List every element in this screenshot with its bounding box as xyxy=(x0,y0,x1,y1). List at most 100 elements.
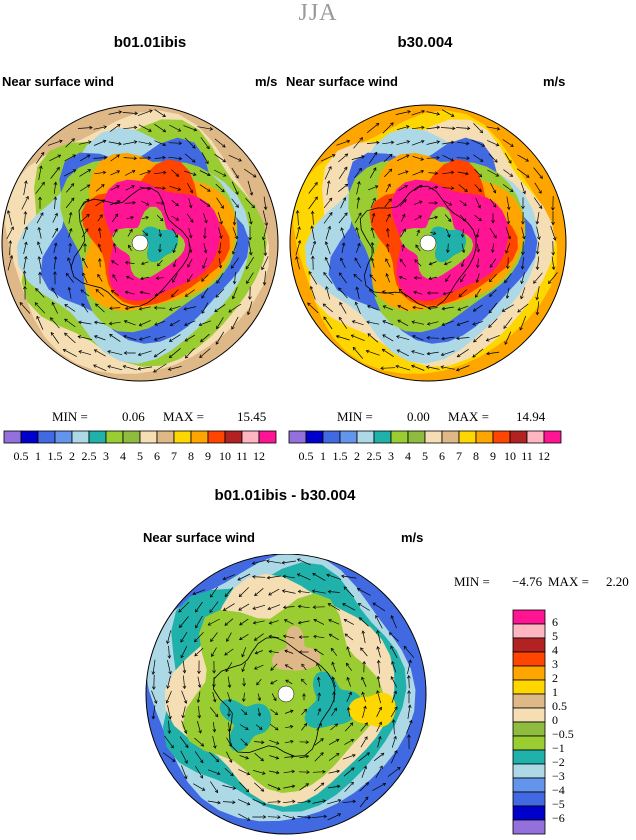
wind-vector-head xyxy=(268,649,273,654)
wind-vector-head xyxy=(350,334,355,338)
wind-vector-head xyxy=(486,351,490,356)
wind-vector-head xyxy=(268,620,273,625)
wind-vector-head xyxy=(222,158,227,163)
wind-vector xyxy=(242,662,246,672)
wind-vector-head xyxy=(177,128,182,132)
wind-vector xyxy=(109,334,121,342)
wind-vector-head xyxy=(129,228,133,233)
wind-vector xyxy=(52,213,58,223)
wind-vector xyxy=(51,302,59,314)
wind-vector xyxy=(536,212,540,224)
wind-vector xyxy=(152,659,156,675)
wind-vector xyxy=(369,274,377,282)
wind-vector-head xyxy=(307,302,311,306)
wind-vector-head xyxy=(308,271,312,275)
wind-vector xyxy=(326,180,330,196)
wind-vector xyxy=(254,588,264,596)
wind-vector xyxy=(285,725,293,729)
wind-vector xyxy=(110,170,120,176)
wind-vector-head xyxy=(171,293,175,298)
wind-vector-head xyxy=(228,743,232,747)
wind-vector xyxy=(441,320,455,326)
coastline xyxy=(213,637,336,757)
wind-vector xyxy=(215,183,225,193)
wind-vector xyxy=(346,663,352,671)
wind-vector xyxy=(269,723,279,731)
wind-vector xyxy=(456,157,470,159)
wind-vector xyxy=(411,126,425,130)
colorbar-tick-label: 4 xyxy=(120,449,126,463)
wind-vector xyxy=(255,724,263,730)
wind-vector-head xyxy=(275,770,280,775)
wind-vector-head xyxy=(305,783,310,787)
wind-vector-head xyxy=(62,348,67,353)
panel1-title: b01.01ibis xyxy=(113,34,187,51)
wind-vector-head xyxy=(251,561,256,565)
wind-vector xyxy=(412,306,424,310)
wind-vector xyxy=(52,228,58,238)
wind-vector-head xyxy=(200,338,204,343)
wind-vector xyxy=(248,241,252,255)
wind-vector xyxy=(285,664,293,670)
wind-vector xyxy=(351,156,365,160)
wind-vector xyxy=(332,676,336,688)
wind-vector xyxy=(366,123,380,133)
wind-vector-head xyxy=(167,655,172,659)
wind-vector xyxy=(179,616,189,628)
wind-vector xyxy=(325,226,331,240)
wind-vector-head xyxy=(298,635,303,639)
wind-vector-head xyxy=(402,213,406,218)
colorbar-tick-label: −3 xyxy=(552,769,565,783)
wind-vector xyxy=(137,366,153,370)
wind-vector-head xyxy=(492,189,497,194)
wind-vector-head xyxy=(501,308,506,312)
wind-vector xyxy=(64,318,76,328)
wind-vector-head xyxy=(364,736,368,740)
wind-vector xyxy=(153,363,167,373)
wind-vector xyxy=(486,126,500,130)
wind-vector-head xyxy=(466,156,470,161)
wind-vector xyxy=(328,753,340,761)
wind-vector xyxy=(183,125,197,131)
wind-vector xyxy=(214,153,226,163)
wind-vector-head xyxy=(184,760,188,764)
wind-vector-head xyxy=(200,759,204,764)
wind-vector xyxy=(338,153,348,163)
wind-vector-head xyxy=(378,706,382,711)
panel2-max-label: MAX = xyxy=(448,409,489,424)
wind-vector xyxy=(536,301,540,315)
wind-vector-head xyxy=(252,174,257,178)
wind-vector-head xyxy=(140,261,145,266)
wind-vector-head xyxy=(216,771,221,776)
wind-vector-head xyxy=(38,196,42,200)
wind-vector-head xyxy=(252,606,256,610)
wind-vector xyxy=(77,127,93,129)
wind-vector xyxy=(477,243,479,253)
wind-vector xyxy=(228,303,242,313)
wind-vector xyxy=(243,692,245,702)
wind-vector xyxy=(141,200,149,206)
wind-vector-head xyxy=(493,234,497,239)
wind-vector xyxy=(168,720,170,734)
wind-vector xyxy=(208,618,220,626)
wind-vector-head xyxy=(212,728,217,733)
wind-vector xyxy=(426,141,440,145)
wind-vector xyxy=(323,316,333,330)
wind-vector-head xyxy=(168,671,172,675)
colorbar-swatch xyxy=(156,430,175,444)
wind-vector-head xyxy=(365,782,369,786)
wind-vector xyxy=(445,228,451,238)
wind-vector xyxy=(184,153,196,163)
wind-vector-head xyxy=(326,180,331,184)
wind-vector xyxy=(231,316,239,330)
colorbar-swatch xyxy=(88,430,107,444)
wind-vector xyxy=(377,630,381,644)
wind-vector xyxy=(231,198,239,208)
wind-vector xyxy=(283,575,295,579)
wind-vector xyxy=(112,229,118,237)
wind-vector-head xyxy=(352,346,357,351)
colorbar-swatch xyxy=(512,749,546,765)
colorbar-swatch xyxy=(305,430,324,444)
wind-vector xyxy=(504,152,512,164)
wind-vector-head xyxy=(344,183,349,188)
